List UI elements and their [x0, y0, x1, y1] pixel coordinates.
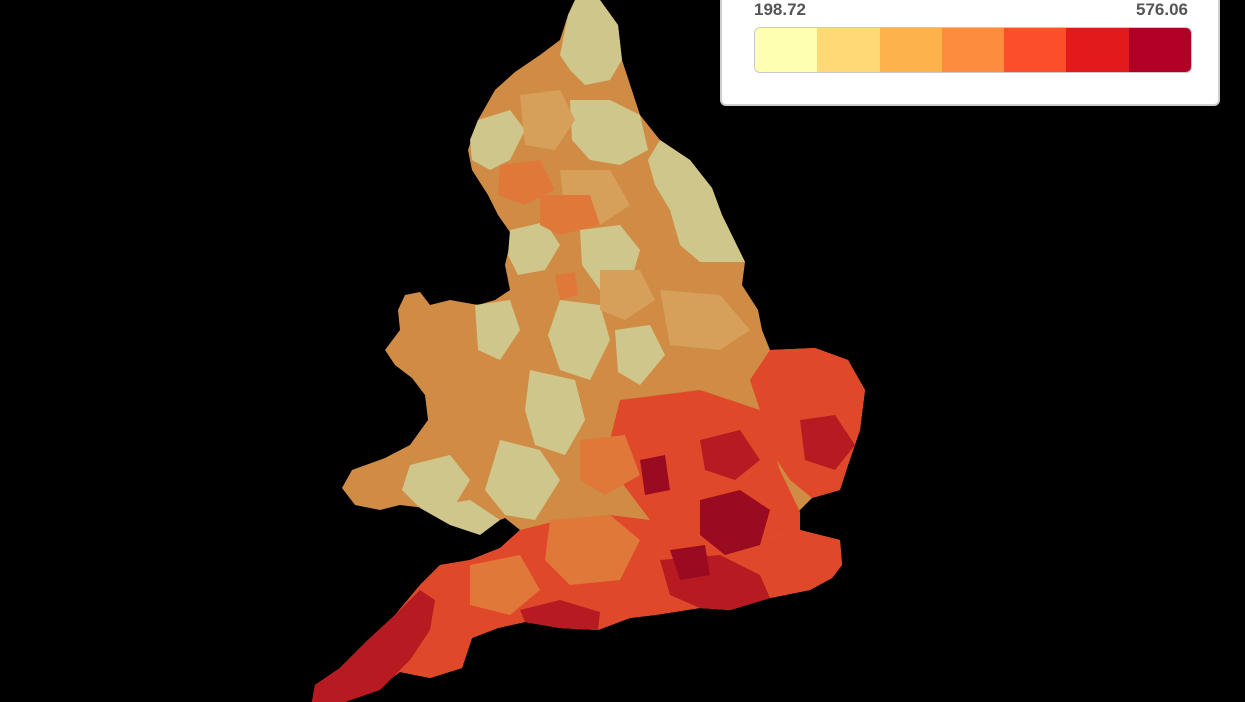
region-lakes-sand	[520, 90, 575, 150]
region-lancs-orange	[540, 195, 600, 235]
region-cheshire-pale	[475, 300, 520, 360]
region-lincs-sand	[660, 290, 750, 350]
region-london-darkest	[700, 490, 770, 555]
region-cumbria-orange	[498, 160, 555, 205]
legend-swatch-1	[755, 28, 818, 72]
region-wiltshire-orange	[545, 515, 640, 585]
region-south-wales-pale	[402, 455, 470, 508]
region-herts-deepred	[700, 430, 760, 480]
region-oxford-orange	[580, 435, 640, 495]
legend-swatch-7	[1128, 28, 1191, 72]
region-notts-sand	[600, 270, 655, 320]
region-glos-pale	[485, 440, 560, 520]
region-devon-cornwall-deepred	[312, 590, 435, 702]
region-gower-pale	[420, 500, 500, 535]
region-northeast-pale	[570, 100, 648, 165]
legend-swatch-5	[1004, 28, 1067, 72]
legend-swatch-6	[1066, 28, 1129, 72]
region-leics-pale	[615, 325, 665, 385]
region-manchester-orange	[555, 272, 578, 300]
legend-max-label: 576.06	[1136, 0, 1188, 19]
region-north-pale	[560, 0, 622, 85]
region-somerset-orange	[470, 555, 540, 615]
legend-swatch-2	[817, 28, 880, 72]
region-berks-darkest	[670, 545, 710, 580]
legend-swatch-3	[879, 28, 942, 72]
legend-swatch-4	[941, 28, 1005, 72]
region-yorkshire-coast-pale	[648, 140, 745, 262]
region-cumbria-pale	[470, 110, 525, 170]
region-lancs-pale	[508, 222, 560, 275]
region-shropshire-pale	[525, 370, 585, 455]
region-chilterns-darkest	[640, 455, 670, 495]
region-midlands-pale	[548, 300, 610, 380]
color-scale-legend: 198.72 576.06	[720, 0, 1220, 106]
legend-color-bar	[754, 27, 1192, 73]
region-south-coast-deepred	[520, 600, 600, 630]
region-suffolk-deepred	[800, 415, 855, 470]
legend-min-label: 198.72	[754, 0, 806, 19]
